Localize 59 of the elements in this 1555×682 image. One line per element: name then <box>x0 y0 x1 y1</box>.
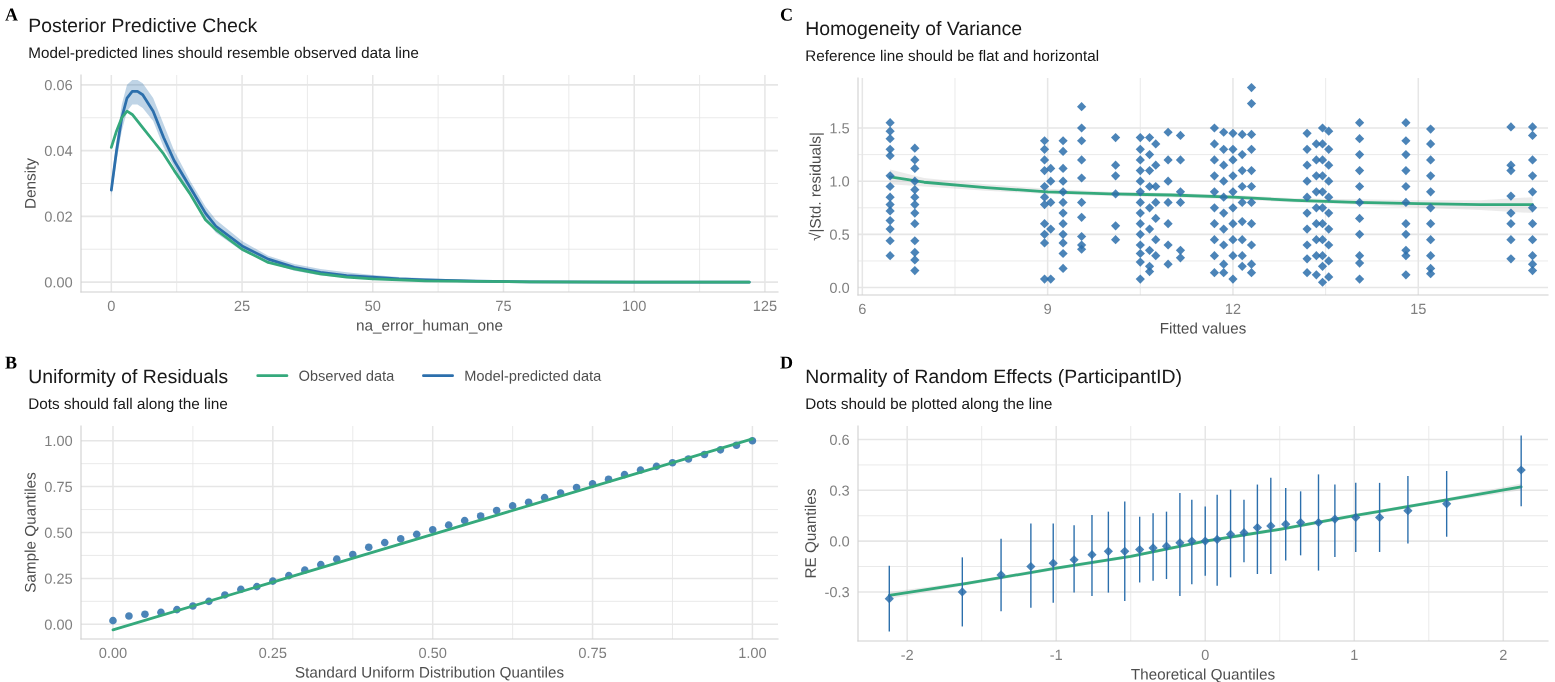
chart-title: Homogeneity of Variance <box>806 20 1022 40</box>
text: C <box>780 8 792 21</box>
y-tick-label: -0.3 <box>825 587 850 598</box>
x-tick-label: 0.50 <box>419 647 447 659</box>
y-tick-label: 0.50 <box>44 527 73 538</box>
x-tick-label: 0.00 <box>99 647 127 659</box>
chart-subtitle: Dots should fall along the line <box>29 397 228 413</box>
x-tick-label: 100 <box>623 300 646 312</box>
chart-subtitle: Model-predicted lines should resemble observed data line <box>29 46 419 62</box>
x-axis-title: Standard Uniform Distribution Quantiles <box>295 666 564 681</box>
y-axis-title: RE Quantiles <box>804 489 819 578</box>
chart-title: Posterior Predictive Check <box>29 17 258 33</box>
x-tick-label: 50 <box>365 300 381 312</box>
x-axis-title: Theoretical Quantiles <box>1131 668 1275 682</box>
chart-subtitle: Reference line should be flat and horizontal <box>806 49 1099 62</box>
x-tick-label: -1 <box>1050 649 1062 660</box>
x-axis-title: na_error_human_one <box>357 319 503 334</box>
text: A <box>5 8 18 21</box>
y-tick-label: 0.25 <box>44 573 73 584</box>
x-tick-label: 1 <box>1351 649 1358 660</box>
y-tick-label: 1.00 <box>45 435 73 447</box>
x-tick-label: 6 <box>859 303 866 315</box>
y-tick-label: 0.5 <box>829 229 850 240</box>
y-tick-label: 0.04 <box>44 145 73 157</box>
y-tick-label: 0.6 <box>829 434 850 445</box>
chart-title: Uniformity of Residuals <box>29 368 228 388</box>
y-tick-label: 0.02 <box>44 211 72 222</box>
y-axis-title: Sample Quantiles <box>24 472 39 593</box>
y-tick-label: 1.5 <box>830 123 850 134</box>
legend-label: Model-predicted data <box>465 370 602 384</box>
x-tick-label: 0 <box>107 300 115 312</box>
x-axis-title: Fitted values <box>1160 322 1246 334</box>
y-tick-label: 0.00 <box>44 277 73 288</box>
text: B <box>5 356 17 369</box>
y-axis-title: √|Std. residuals| <box>808 133 824 241</box>
text: D <box>780 356 793 369</box>
x-tick-label: 0 <box>1201 649 1209 661</box>
y-tick-label: 0.0 <box>829 282 850 293</box>
chart-title: Normality of Random Effects (ParticipantID) <box>806 368 1181 388</box>
x-tick-label: 125 <box>753 300 777 312</box>
y-tick-label: 1.0 <box>830 176 850 187</box>
legend-label: Observed data <box>299 370 395 381</box>
x-tick-label: 0.25 <box>259 647 287 659</box>
x-tick-label: 2 <box>1499 649 1507 660</box>
y-tick-label: 0.3 <box>829 485 850 496</box>
x-tick-label: 12 <box>1225 303 1241 314</box>
x-tick-label: 25 <box>234 300 250 312</box>
x-tick-label: 9 <box>1044 303 1052 315</box>
y-tick-label: 0.00 <box>44 619 73 630</box>
y-axis-title: Density <box>24 158 39 208</box>
x-tick-label: 75 <box>496 300 511 312</box>
y-tick-label: 0.0 <box>829 536 850 547</box>
x-tick-label: 1.00 <box>739 647 767 659</box>
x-tick-label: 0.75 <box>578 647 607 659</box>
x-tick-label: 15 <box>1411 303 1426 315</box>
y-tick-label: 0.06 <box>44 79 73 91</box>
y-tick-label: 0.75 <box>44 481 73 493</box>
x-tick-label: -2 <box>901 649 913 660</box>
chart-subtitle: Dots should be plotted along the line <box>806 397 1052 413</box>
